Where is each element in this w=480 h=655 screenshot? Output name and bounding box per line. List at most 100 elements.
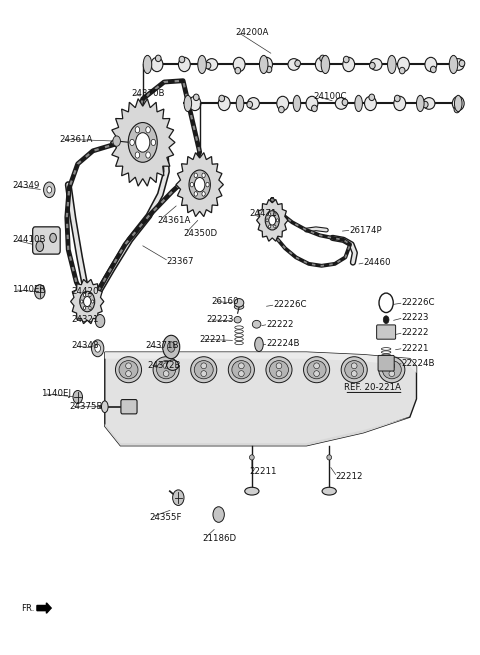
Ellipse shape <box>431 66 436 73</box>
Ellipse shape <box>277 96 288 111</box>
Circle shape <box>213 507 224 522</box>
Ellipse shape <box>219 95 225 102</box>
Text: REF. 20-221A: REF. 20-221A <box>344 383 401 392</box>
Ellipse shape <box>455 96 462 111</box>
Ellipse shape <box>179 58 190 71</box>
Text: 1140EJ: 1140EJ <box>41 389 71 398</box>
Ellipse shape <box>248 98 259 109</box>
Ellipse shape <box>369 94 374 101</box>
Ellipse shape <box>394 96 406 111</box>
Circle shape <box>96 314 105 328</box>
Circle shape <box>136 133 150 152</box>
Ellipse shape <box>345 361 364 379</box>
Circle shape <box>128 122 157 162</box>
Ellipse shape <box>449 56 458 73</box>
Circle shape <box>274 225 276 228</box>
Polygon shape <box>105 352 417 373</box>
Ellipse shape <box>278 106 284 113</box>
Polygon shape <box>110 99 175 186</box>
Circle shape <box>151 140 156 145</box>
Circle shape <box>266 219 268 222</box>
Circle shape <box>73 390 83 403</box>
Ellipse shape <box>389 363 395 369</box>
Circle shape <box>384 316 389 324</box>
Text: 24200A: 24200A <box>235 28 269 37</box>
Ellipse shape <box>314 371 319 377</box>
Circle shape <box>274 213 276 215</box>
Ellipse shape <box>163 363 169 369</box>
FancyBboxPatch shape <box>378 356 394 371</box>
Ellipse shape <box>260 56 268 73</box>
Text: 24471: 24471 <box>250 210 277 218</box>
Ellipse shape <box>342 99 348 105</box>
Ellipse shape <box>218 96 230 111</box>
Circle shape <box>36 241 44 252</box>
Ellipse shape <box>234 316 241 323</box>
Ellipse shape <box>307 361 326 379</box>
Polygon shape <box>176 153 223 217</box>
Ellipse shape <box>454 106 460 113</box>
Circle shape <box>206 182 209 187</box>
Text: 22221: 22221 <box>401 344 429 353</box>
Ellipse shape <box>315 58 327 71</box>
Ellipse shape <box>452 59 464 70</box>
Circle shape <box>163 335 180 359</box>
Ellipse shape <box>425 58 437 71</box>
Ellipse shape <box>355 96 362 111</box>
Text: FR.: FR. <box>21 603 34 612</box>
Circle shape <box>194 178 205 192</box>
Text: 24355F: 24355F <box>149 513 181 521</box>
Circle shape <box>92 300 94 303</box>
Ellipse shape <box>351 363 357 369</box>
Circle shape <box>35 285 45 299</box>
Circle shape <box>202 173 205 178</box>
Text: 22212: 22212 <box>335 472 362 481</box>
Ellipse shape <box>184 96 192 111</box>
Ellipse shape <box>228 357 254 383</box>
Ellipse shape <box>201 363 206 369</box>
Ellipse shape <box>198 56 206 73</box>
Ellipse shape <box>167 360 179 370</box>
Ellipse shape <box>255 337 263 352</box>
Text: 24375B: 24375B <box>69 402 103 411</box>
Ellipse shape <box>201 371 206 377</box>
Text: 23367: 23367 <box>167 257 194 266</box>
Circle shape <box>269 225 271 228</box>
Ellipse shape <box>341 357 367 383</box>
Circle shape <box>194 192 197 196</box>
Text: 26174P: 26174P <box>349 225 382 234</box>
Text: 24370B: 24370B <box>131 89 164 98</box>
Circle shape <box>276 219 278 222</box>
Text: 22224B: 22224B <box>401 359 435 367</box>
Circle shape <box>135 126 140 133</box>
Circle shape <box>168 342 175 352</box>
Polygon shape <box>71 280 104 324</box>
Ellipse shape <box>266 66 272 73</box>
Text: 22222: 22222 <box>266 320 294 329</box>
Ellipse shape <box>266 357 292 383</box>
Ellipse shape <box>379 357 405 383</box>
Ellipse shape <box>417 96 424 111</box>
Ellipse shape <box>239 363 244 369</box>
Circle shape <box>89 293 91 297</box>
Polygon shape <box>105 399 417 445</box>
Circle shape <box>202 192 205 196</box>
Circle shape <box>84 307 85 310</box>
Ellipse shape <box>156 55 161 62</box>
Ellipse shape <box>143 56 152 73</box>
Ellipse shape <box>191 357 217 383</box>
Circle shape <box>194 173 197 178</box>
Text: 22226C: 22226C <box>273 300 307 309</box>
Ellipse shape <box>395 95 400 102</box>
Ellipse shape <box>126 371 132 377</box>
Text: 24361A: 24361A <box>60 135 93 143</box>
FancyBboxPatch shape <box>33 227 60 254</box>
Ellipse shape <box>250 455 254 460</box>
Ellipse shape <box>232 361 251 379</box>
Ellipse shape <box>364 96 376 111</box>
Text: 22224B: 22224B <box>266 339 300 348</box>
Ellipse shape <box>233 58 245 71</box>
Ellipse shape <box>247 102 252 108</box>
Circle shape <box>189 170 210 199</box>
Ellipse shape <box>126 363 132 369</box>
